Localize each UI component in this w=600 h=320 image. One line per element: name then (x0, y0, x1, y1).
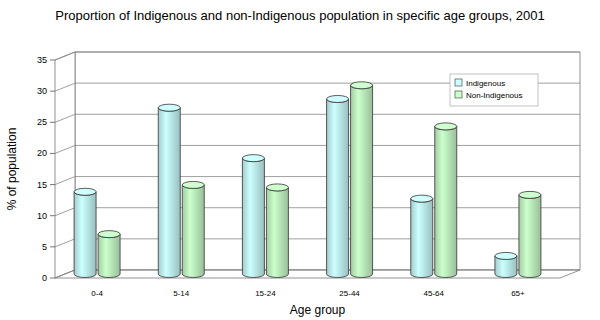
bar-top (519, 191, 541, 198)
bar-top (327, 95, 349, 102)
tick-mark (50, 246, 55, 247)
tick-mark (50, 60, 55, 61)
x-tick-label: 65+ (511, 289, 525, 298)
bar (327, 99, 349, 278)
side-wall (55, 52, 75, 278)
y-tick-label: 20 (37, 148, 47, 158)
bar (74, 192, 96, 278)
tick-mark (50, 91, 55, 92)
chart-svg: Proportion of Indigenous and non-Indigen… (0, 0, 600, 320)
bar-top (98, 231, 120, 238)
bar (98, 234, 120, 277)
grid-line (55, 52, 580, 60)
x-tick-label: 25-44 (339, 289, 360, 298)
legend: Indigenous Non-Indigenous (450, 74, 538, 106)
bar (266, 187, 288, 277)
x-tick-label: 15-24 (255, 289, 276, 298)
tick-mark (50, 184, 55, 185)
x-tick-label: 45-64 (424, 289, 445, 298)
bar-top (495, 252, 517, 259)
x-tick-label: 0-4 (91, 289, 103, 298)
y-tick-label: 15 (37, 180, 47, 190)
legend-label: Indigenous (466, 79, 505, 88)
bar-top (242, 155, 264, 162)
bar (435, 126, 457, 277)
bar-top (74, 188, 96, 195)
bar-top (435, 123, 457, 130)
bars (74, 82, 541, 278)
grid-line (55, 208, 580, 216)
tick-mark (50, 215, 55, 216)
y-tick-label: 0 (42, 273, 47, 283)
grid-line (55, 114, 580, 122)
legend-swatch (455, 91, 462, 98)
bar-top (158, 104, 180, 111)
legend-box (450, 74, 538, 106)
bar (411, 199, 433, 278)
bar-top (351, 82, 373, 89)
tick-mark (50, 153, 55, 154)
grid-line (55, 145, 580, 153)
y-axis-label: % of population (5, 128, 19, 211)
grid-line (55, 239, 580, 247)
bar (519, 195, 541, 278)
y-tick-label: 35 (37, 55, 47, 65)
bar-top (411, 195, 433, 202)
tick-mark (50, 278, 55, 279)
x-axis-label: Age group (290, 303, 346, 317)
y-tick-label: 25 (37, 117, 47, 127)
bar (242, 158, 264, 277)
y-tick-label: 10 (37, 211, 47, 221)
bar (351, 85, 373, 277)
bar-top (182, 181, 204, 188)
chart-container: Proportion of Indigenous and non-Indigen… (0, 0, 600, 320)
y-tick-label: 5 (42, 242, 47, 252)
bar-top (266, 184, 288, 191)
grid-line (55, 177, 580, 185)
bar (182, 185, 204, 278)
chart-title: Proportion of Indigenous and non-Indigen… (55, 8, 544, 23)
y-tick-label: 30 (37, 86, 47, 96)
bar (158, 108, 180, 278)
legend-label: Non-Indigenous (466, 91, 522, 100)
x-tick-label: 5-14 (173, 289, 190, 298)
tick-mark (50, 122, 55, 123)
legend-swatch (455, 79, 462, 86)
